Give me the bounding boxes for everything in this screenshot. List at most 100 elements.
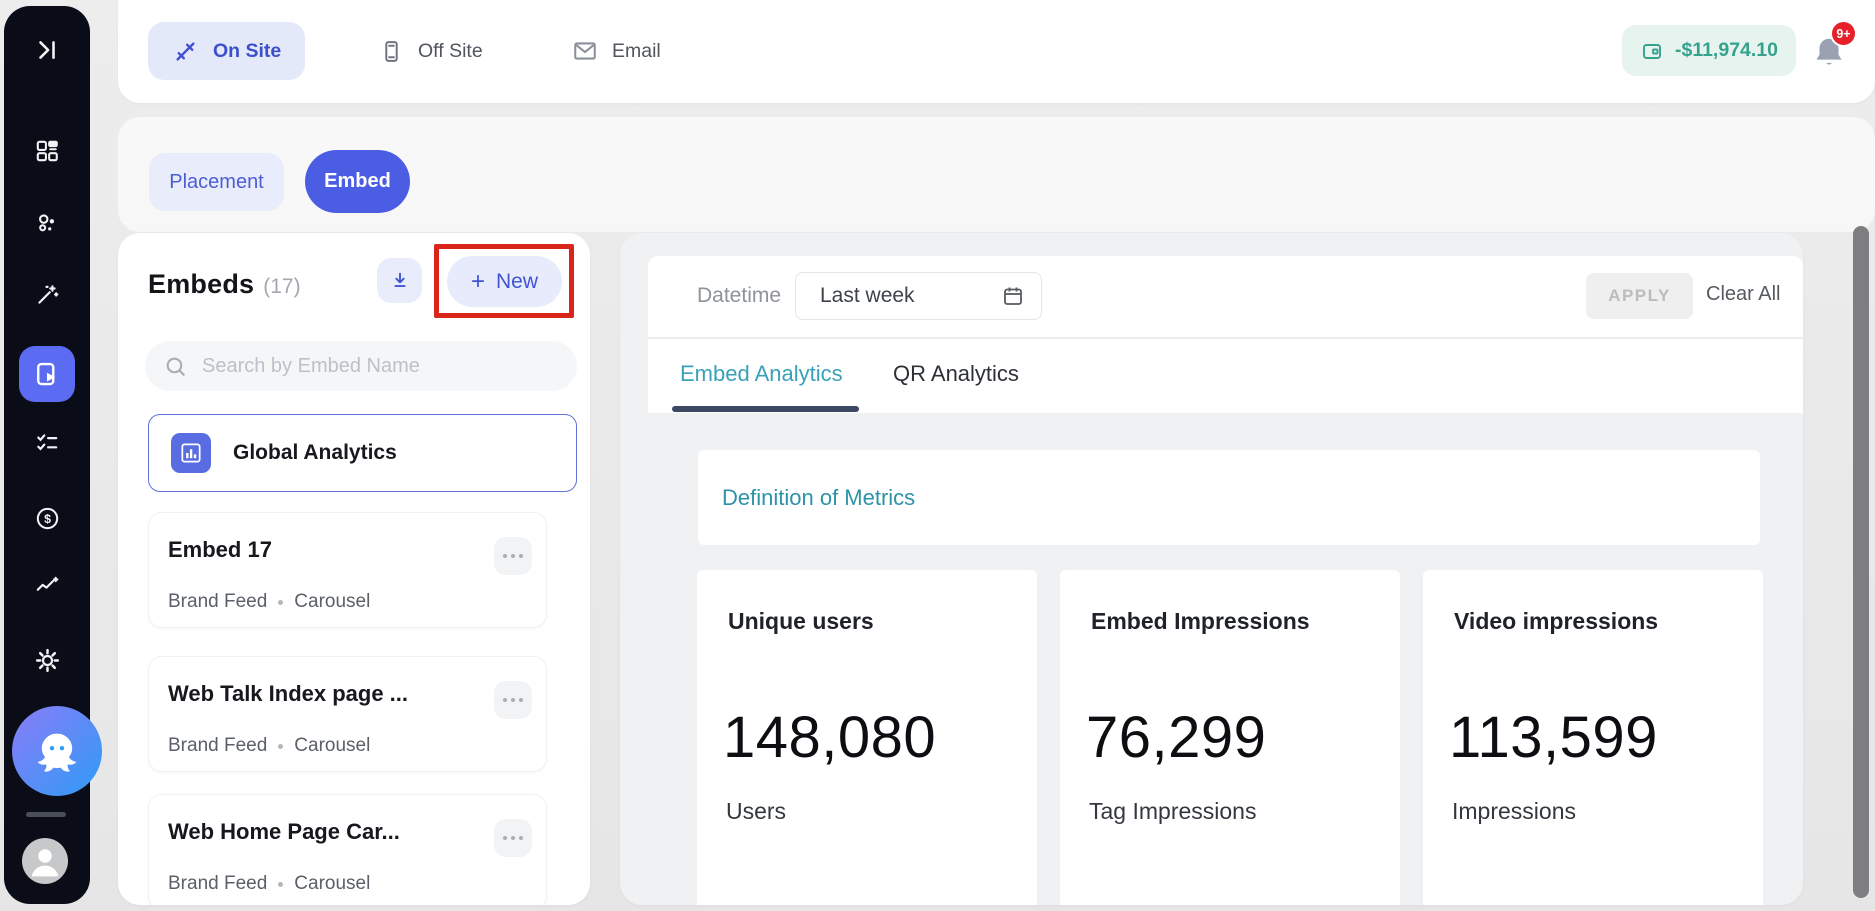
clear-all-label: Clear All <box>1706 283 1780 305</box>
embed-options-button[interactable] <box>494 537 532 575</box>
metric-unit: Users <box>726 798 786 825</box>
embed-name: Web Talk Index page ... <box>168 681 408 707</box>
dot-separator <box>278 882 283 887</box>
bar-chart-icon <box>171 433 211 473</box>
embeds-count: (17) <box>263 275 300 299</box>
embeds-panel-title: Embeds (17) <box>148 269 301 300</box>
tab-qr-analytics[interactable]: QR Analytics <box>893 361 1019 387</box>
dot-separator <box>278 600 283 605</box>
placement-toggle-button[interactable]: Placement <box>149 153 284 211</box>
sidebar-item-dashboard[interactable] <box>23 127 71 175</box>
metric-card-unique-users: Unique users 148,080 Users <box>697 570 1037 905</box>
trend-line-icon <box>34 573 60 599</box>
gear-icon <box>34 647 61 674</box>
embed-layout: Carousel <box>294 591 370 613</box>
tab-off-site[interactable]: Off Site <box>355 22 507 80</box>
embed-type: Brand Feed <box>168 735 267 757</box>
view-toggle-band: Placement Embed <box>118 117 1875 232</box>
metric-value: 76,299 <box>1086 704 1266 771</box>
embed-label: Embed <box>324 170 391 193</box>
clear-all-button[interactable]: Clear All <box>1706 283 1780 306</box>
embed-mobile-play-icon <box>32 359 62 389</box>
sidebar-item-tasks[interactable] <box>23 419 71 467</box>
definition-card: Definition of Metrics <box>698 450 1760 545</box>
embeds-panel: Embeds (17) + New Global Analytics Embed… <box>118 233 590 905</box>
collapse-icon <box>34 37 60 63</box>
sidebar-item-connections[interactable] <box>23 200 71 248</box>
dot-separator <box>278 744 283 749</box>
download-embeds-button[interactable] <box>377 258 422 303</box>
embed-options-button[interactable] <box>494 819 532 857</box>
calendar-icon <box>1001 284 1025 308</box>
embed-name: Web Home Page Car... <box>168 819 400 845</box>
kebab-icon <box>503 698 508 703</box>
embed-meta: Brand Feed Carousel <box>168 735 370 757</box>
sidebar-item-settings[interactable] <box>23 636 71 684</box>
svg-text:$: $ <box>44 512 51 526</box>
balance-pill[interactable]: -$11,974.10 <box>1622 25 1796 76</box>
sidebar-item-analytics[interactable] <box>23 562 71 610</box>
placement-label: Placement <box>169 171 264 194</box>
global-analytics-label: Global Analytics <box>233 441 397 465</box>
dollar-coin-icon: $ <box>34 505 61 532</box>
kebab-icon <box>503 554 508 559</box>
top-bar: On Site Off Site Email -$11,974.10 9+ <box>118 0 1875 103</box>
sidebar-item-revenue[interactable]: $ <box>23 494 71 542</box>
notification-badge: 9+ <box>1830 20 1857 47</box>
metric-card-embed-impressions: Embed Impressions 76,299 Tag Impressions <box>1060 570 1400 905</box>
embed-type: Brand Feed <box>168 591 267 613</box>
embed-name: Embed 17 <box>168 537 272 563</box>
embed-type: Brand Feed <box>168 873 267 895</box>
embed-meta: Brand Feed Carousel <box>168 591 370 613</box>
embed-layout: Carousel <box>294 735 370 757</box>
user-avatar[interactable] <box>22 838 68 884</box>
embed-meta: Brand Feed Carousel <box>168 873 370 895</box>
metric-title: Embed Impressions <box>1091 608 1310 635</box>
sidebar-item-embeds-active[interactable] <box>19 346 75 402</box>
person-icon <box>22 838 68 884</box>
embed-list-item[interactable]: Web Talk Index page ... Brand Feed Carou… <box>148 656 547 772</box>
page-scrollbar-thumb[interactable] <box>1853 226 1869 898</box>
tab-off-site-label: Off Site <box>418 40 483 63</box>
global-analytics-item[interactable]: Global Analytics <box>148 414 577 492</box>
metric-title: Video impressions <box>1454 608 1658 635</box>
sidebar: $ <box>4 6 90 904</box>
plus-icon: + <box>471 270 485 294</box>
new-embed-button[interactable]: + New <box>447 256 562 307</box>
sidebar-divider <box>26 812 66 817</box>
analytics-panel: Datetime Last week APPLY Clear All Embed… <box>620 233 1803 905</box>
magic-wand-icon <box>34 282 60 308</box>
definition-of-metrics-link[interactable]: Definition of Metrics <box>722 485 915 511</box>
new-button-label: New <box>496 270 538 294</box>
metric-unit: Impressions <box>1452 798 1576 825</box>
sidebar-item-automation[interactable] <box>23 271 71 319</box>
smartphone-icon <box>379 39 404 64</box>
search-input[interactable] <box>202 355 559 378</box>
tab-on-site[interactable]: On Site <box>148 22 305 80</box>
download-icon <box>389 270 411 292</box>
metric-unit: Tag Impressions <box>1089 798 1256 825</box>
search-icon <box>163 354 188 379</box>
tab-embed-analytics[interactable]: Embed Analytics <box>680 361 843 387</box>
dashboard-grid-icon <box>34 138 60 164</box>
wallet-icon <box>1640 39 1664 63</box>
datetime-filter-label: Datetime <box>697 284 781 308</box>
embeds-title-text: Embeds <box>148 269 254 300</box>
tab-on-site-label: On Site <box>213 40 281 63</box>
tab-email[interactable]: Email <box>548 22 685 80</box>
datetime-value: Last week <box>820 284 1001 308</box>
embed-list-item[interactable]: Embed 17 Brand Feed Carousel <box>148 512 547 628</box>
embed-list-item[interactable]: Web Home Page Car... Brand Feed Carousel <box>148 794 547 905</box>
link-broken-icon <box>172 38 199 65</box>
sidebar-collapse-button[interactable] <box>23 26 71 74</box>
notifications-button[interactable]: 9+ <box>1802 20 1860 84</box>
metric-value: 113,599 <box>1449 704 1658 771</box>
octopus-logo[interactable] <box>12 706 102 796</box>
embed-toggle-button[interactable]: Embed <box>305 150 410 213</box>
datetime-select[interactable]: Last week <box>795 272 1042 320</box>
metric-value: 148,080 <box>723 704 936 771</box>
apply-button[interactable]: APPLY <box>1586 273 1693 319</box>
email-icon <box>572 38 598 64</box>
metric-card-video-impressions: Video impressions 113,599 Impressions <box>1423 570 1763 905</box>
embed-options-button[interactable] <box>494 681 532 719</box>
